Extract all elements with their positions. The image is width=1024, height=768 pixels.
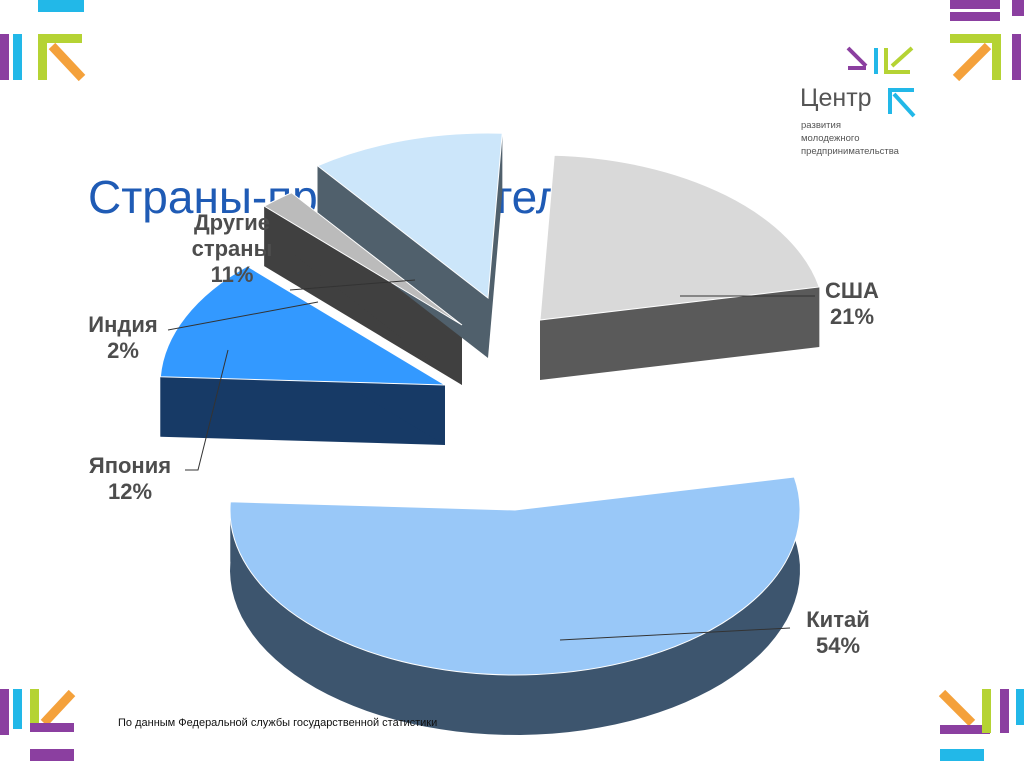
leader-line [167,301,319,331]
pie-slice-edge [317,165,488,358]
logo-subtitle: развития молодежного предпринимательства [801,119,899,158]
pie-slice [316,132,503,299]
leader-line [559,627,791,641]
slice-category-label: Другие [194,210,270,235]
pie-slice [263,192,463,326]
slice-category-label: Индия [88,312,157,337]
pie-slice-edge [540,287,820,380]
corner-arrows-icon [938,689,1024,761]
slice-category-label: Япония [89,453,171,478]
slice-category-label: Китай [806,607,870,632]
pie-slice [539,154,820,321]
slice-value-label: 54% [816,633,860,658]
slice-value-label: 21% [830,304,874,329]
logo-name: Центр [800,84,872,112]
pie-slice-edge [488,133,503,358]
slice-category-label: страны [192,236,273,261]
slice-value-label: 11% [211,262,254,287]
pie-slice [229,476,801,676]
logo-subtitle-line: молодежного [801,133,860,144]
slice-value-label: 2% [107,338,139,363]
company-logo: Центр развития молодежного предпринимате… [800,44,950,164]
corner-arrows-icon [0,689,76,761]
pie-slice [159,265,447,386]
pie-slice-wall [230,477,800,735]
arrows-logo-icon [846,46,916,118]
slice-category-label: США [825,278,879,303]
footnote: По данным Федеральной службы государстве… [118,717,438,729]
leader-line [289,279,416,291]
corner-arrows-icon [0,0,86,82]
logo-subtitle-line: предпринимательства [801,146,899,157]
logo-subtitle-line: развития [801,120,841,131]
corner-arrows-icon [950,0,1024,82]
leader-line [185,349,229,471]
slice-value-label: 12% [108,479,152,504]
